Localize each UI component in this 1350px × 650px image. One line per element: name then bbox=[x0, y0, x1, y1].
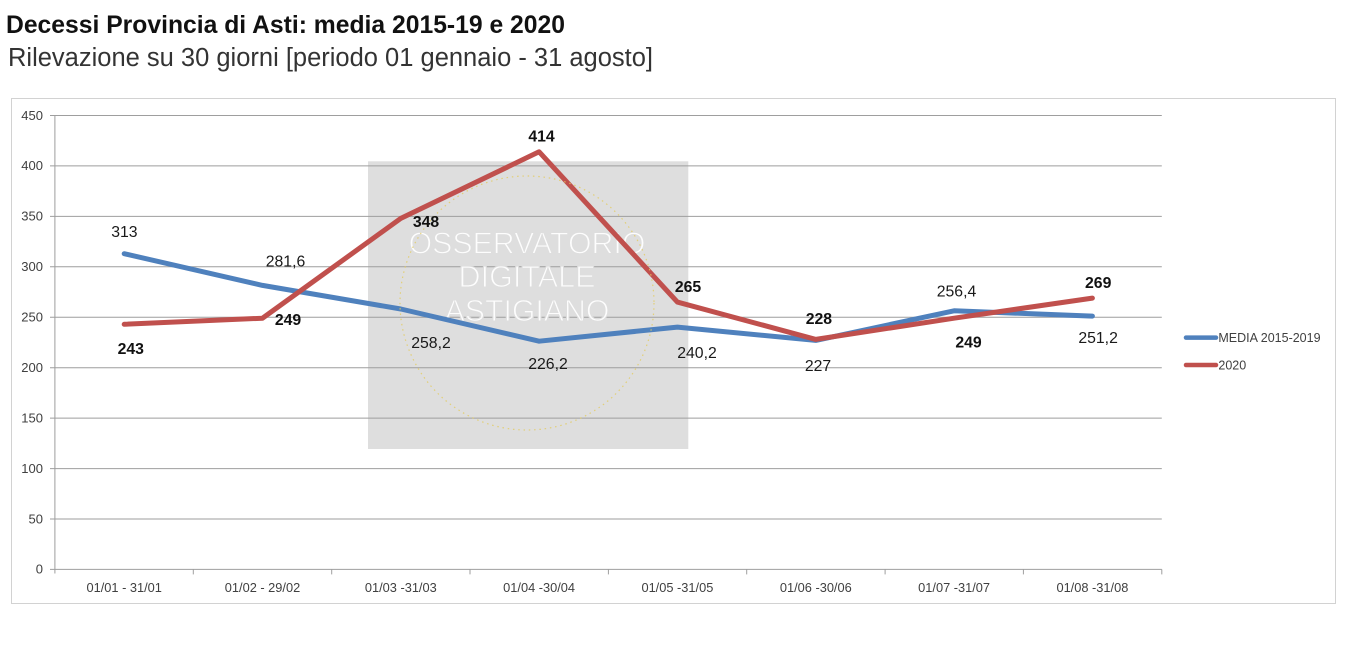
svg-text:414: 414 bbox=[528, 129, 555, 146]
svg-text:350: 350 bbox=[21, 209, 43, 224]
svg-text:2020: 2020 bbox=[1218, 358, 1246, 372]
svg-text:150: 150 bbox=[21, 410, 43, 425]
svg-text:200: 200 bbox=[21, 360, 43, 375]
svg-text:251,2: 251,2 bbox=[1078, 330, 1118, 347]
svg-text:01/02 - 29/02: 01/02 - 29/02 bbox=[225, 580, 300, 595]
svg-text:348: 348 bbox=[413, 214, 440, 231]
svg-text:01/06 -30/06: 01/06 -30/06 bbox=[780, 580, 852, 595]
svg-text:01/03 -31/03: 01/03 -31/03 bbox=[365, 580, 437, 595]
svg-text:265: 265 bbox=[675, 279, 702, 296]
svg-text:01/08 -31/08: 01/08 -31/08 bbox=[1056, 580, 1128, 595]
svg-text:DIGITALE: DIGITALE bbox=[459, 259, 596, 294]
svg-text:100: 100 bbox=[21, 461, 43, 476]
svg-text:281,6: 281,6 bbox=[266, 254, 306, 271]
svg-text:300: 300 bbox=[21, 259, 43, 274]
svg-text:01/04 -30/04: 01/04 -30/04 bbox=[503, 580, 575, 595]
svg-text:01/05 -31/05: 01/05 -31/05 bbox=[641, 580, 713, 595]
svg-text:258,2: 258,2 bbox=[411, 335, 451, 352]
svg-text:256,4: 256,4 bbox=[937, 284, 977, 301]
svg-text:0: 0 bbox=[36, 562, 43, 577]
svg-text:MEDIA 2015-2019: MEDIA 2015-2019 bbox=[1218, 331, 1320, 345]
svg-text:01/01 - 31/01: 01/01 - 31/01 bbox=[86, 580, 161, 595]
svg-text:OSSERVATORIO: OSSERVATORIO bbox=[409, 226, 646, 261]
svg-text:227: 227 bbox=[805, 358, 831, 375]
svg-text:250: 250 bbox=[21, 310, 43, 325]
svg-text:228: 228 bbox=[806, 311, 833, 328]
svg-text:400: 400 bbox=[21, 158, 43, 173]
svg-text:243: 243 bbox=[118, 341, 145, 358]
svg-text:01/07 -31/07: 01/07 -31/07 bbox=[918, 580, 990, 595]
svg-text:ASTIGIANO: ASTIGIANO bbox=[445, 293, 610, 328]
svg-text:226,2: 226,2 bbox=[528, 356, 568, 373]
svg-text:450: 450 bbox=[21, 108, 43, 123]
svg-text:249: 249 bbox=[275, 312, 302, 329]
svg-text:269: 269 bbox=[1085, 275, 1112, 292]
svg-text:313: 313 bbox=[111, 224, 138, 241]
svg-text:50: 50 bbox=[29, 511, 43, 526]
svg-text:240,2: 240,2 bbox=[677, 345, 717, 362]
svg-text:249: 249 bbox=[955, 335, 982, 352]
